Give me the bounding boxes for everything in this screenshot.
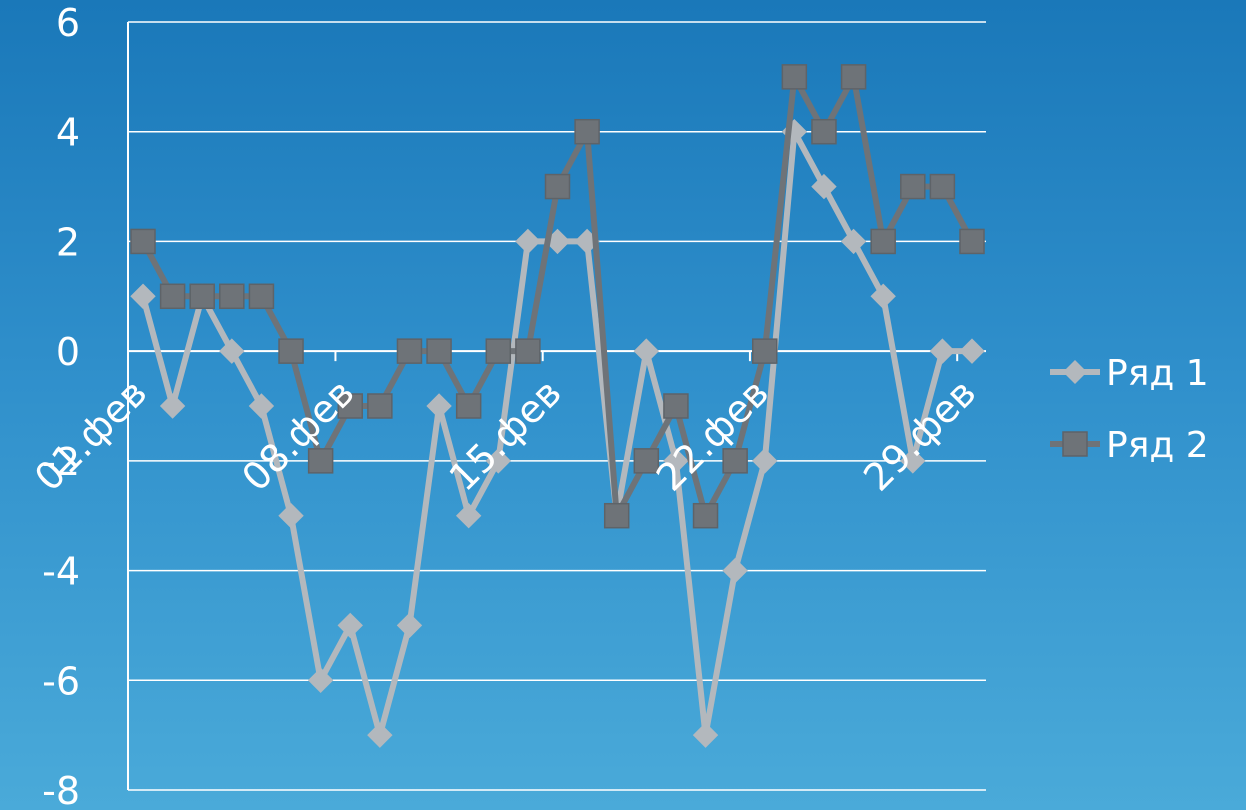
series-2-point — [278, 338, 304, 364]
series-1-point — [396, 612, 423, 639]
series-2-point — [307, 448, 334, 474]
series-1-point — [367, 722, 393, 748]
x-tick-label: 29.фев — [855, 370, 984, 499]
series-2-point — [426, 338, 452, 364]
series-2-point — [959, 228, 985, 255]
series-1-point — [692, 722, 719, 748]
series-2-point — [633, 448, 660, 474]
series-1-point — [307, 667, 334, 693]
series-1-point — [426, 393, 452, 419]
series-2-point — [219, 283, 245, 310]
axes — [127, 22, 986, 790]
series-2-point — [189, 283, 215, 310]
series-2-point — [870, 228, 896, 255]
series-2-point — [929, 173, 956, 200]
y-tick-label: 4 — [56, 111, 80, 155]
y-tick-label: 6 — [56, 1, 80, 45]
series-1-point — [752, 448, 778, 474]
legend-marker-square — [1062, 431, 1088, 457]
y-tick-label: -4 — [42, 550, 80, 594]
y-tick-labels: 6 4 2 0 -2 -4 -6 -8 — [42, 1, 80, 810]
legend-label-1: Ряд 1 — [1106, 353, 1209, 394]
series-2-point — [248, 283, 275, 310]
series-2-point — [781, 64, 808, 90]
series-2-point — [515, 338, 541, 364]
series-2-point — [900, 173, 926, 200]
series-2-point — [130, 228, 156, 255]
series-2-point — [722, 448, 748, 474]
series-1-point — [485, 448, 511, 474]
series-2-point — [840, 64, 867, 90]
series-1-point — [633, 338, 660, 364]
series-1-point — [159, 393, 186, 419]
legend-label-2: Ряд 2 — [1106, 425, 1209, 466]
legend-marker-diamond — [1063, 360, 1087, 384]
series-2-point — [455, 393, 482, 419]
series-1-point — [337, 612, 363, 639]
series-2-point — [159, 283, 186, 310]
y-tick-label: 2 — [56, 220, 80, 264]
series-2-point — [811, 118, 837, 145]
series-1-point — [959, 338, 985, 364]
series-2-point — [692, 502, 719, 529]
series-1-point — [515, 228, 541, 255]
series-2-point — [544, 173, 571, 200]
series-2-point — [485, 338, 512, 364]
series-layer — [130, 64, 985, 748]
series-1-point — [130, 283, 156, 309]
series-1-point — [722, 557, 748, 584]
series-1-point — [248, 393, 275, 419]
series-1-point — [811, 173, 837, 200]
series-1-point — [455, 503, 482, 529]
x-tick-label: 01.фев — [26, 370, 155, 499]
series-2-point — [663, 393, 689, 419]
y-tick-label: -2 — [42, 440, 80, 484]
y-tick-label: -6 — [42, 659, 80, 703]
series-1-point — [278, 503, 304, 529]
legend: Ряд 1 Ряд 2 — [1050, 353, 1209, 466]
series-1-point — [840, 228, 867, 255]
series-1-point — [929, 338, 956, 364]
series-1-point — [900, 448, 926, 474]
series-2-point — [396, 338, 423, 364]
series-2-point — [752, 338, 778, 364]
series-2-point — [337, 393, 363, 419]
series-1-point — [663, 448, 689, 474]
y-tick-label: -8 — [42, 769, 80, 810]
series-1-point — [219, 338, 245, 364]
y-tick-label: 0 — [56, 330, 80, 374]
series-1-point — [870, 283, 896, 309]
series-2-point — [574, 118, 600, 145]
series-2-point — [603, 502, 630, 529]
series-2-point — [367, 393, 393, 419]
